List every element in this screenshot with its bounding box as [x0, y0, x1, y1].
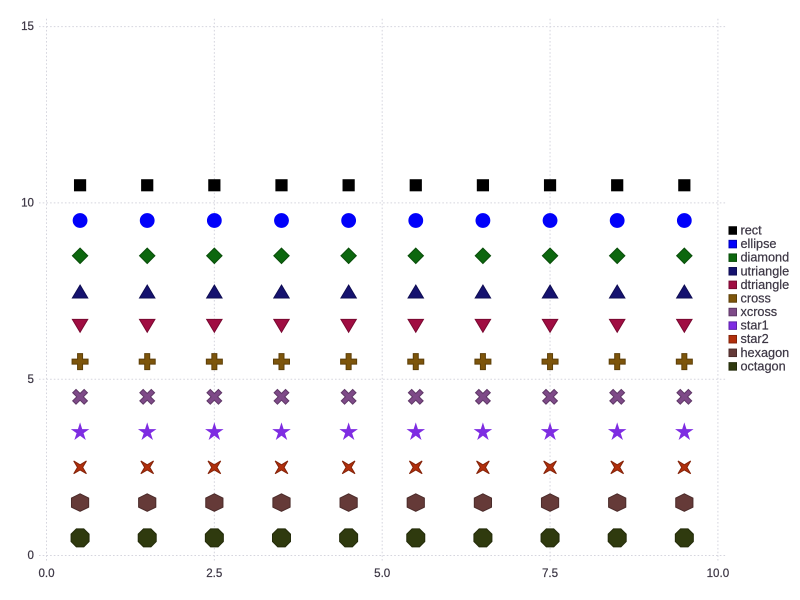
svg-text:dtriangle: dtriangle: [741, 278, 790, 292]
svg-text:2.5: 2.5: [206, 567, 222, 580]
svg-text:utriangle: utriangle: [741, 264, 790, 278]
svg-text:0: 0: [28, 549, 34, 562]
svg-text:octagon: octagon: [741, 359, 786, 373]
svg-text:15: 15: [21, 20, 34, 33]
svg-text:0.0: 0.0: [38, 567, 54, 580]
svg-text:rect: rect: [741, 224, 763, 238]
svg-text:star2: star2: [741, 332, 769, 346]
svg-text:ellipse: ellipse: [741, 237, 777, 251]
svg-text:10: 10: [21, 197, 34, 210]
svg-text:5: 5: [28, 373, 34, 386]
svg-text:star1: star1: [741, 319, 769, 333]
svg-text:xcross: xcross: [741, 305, 778, 319]
svg-text:diamond: diamond: [741, 251, 790, 265]
svg-text:10.0: 10.0: [707, 567, 730, 580]
svg-text:cross: cross: [741, 291, 771, 305]
svg-text:hexagon: hexagon: [741, 346, 790, 360]
svg-text:7.5: 7.5: [542, 567, 558, 580]
svg-text:5.0: 5.0: [374, 567, 390, 580]
